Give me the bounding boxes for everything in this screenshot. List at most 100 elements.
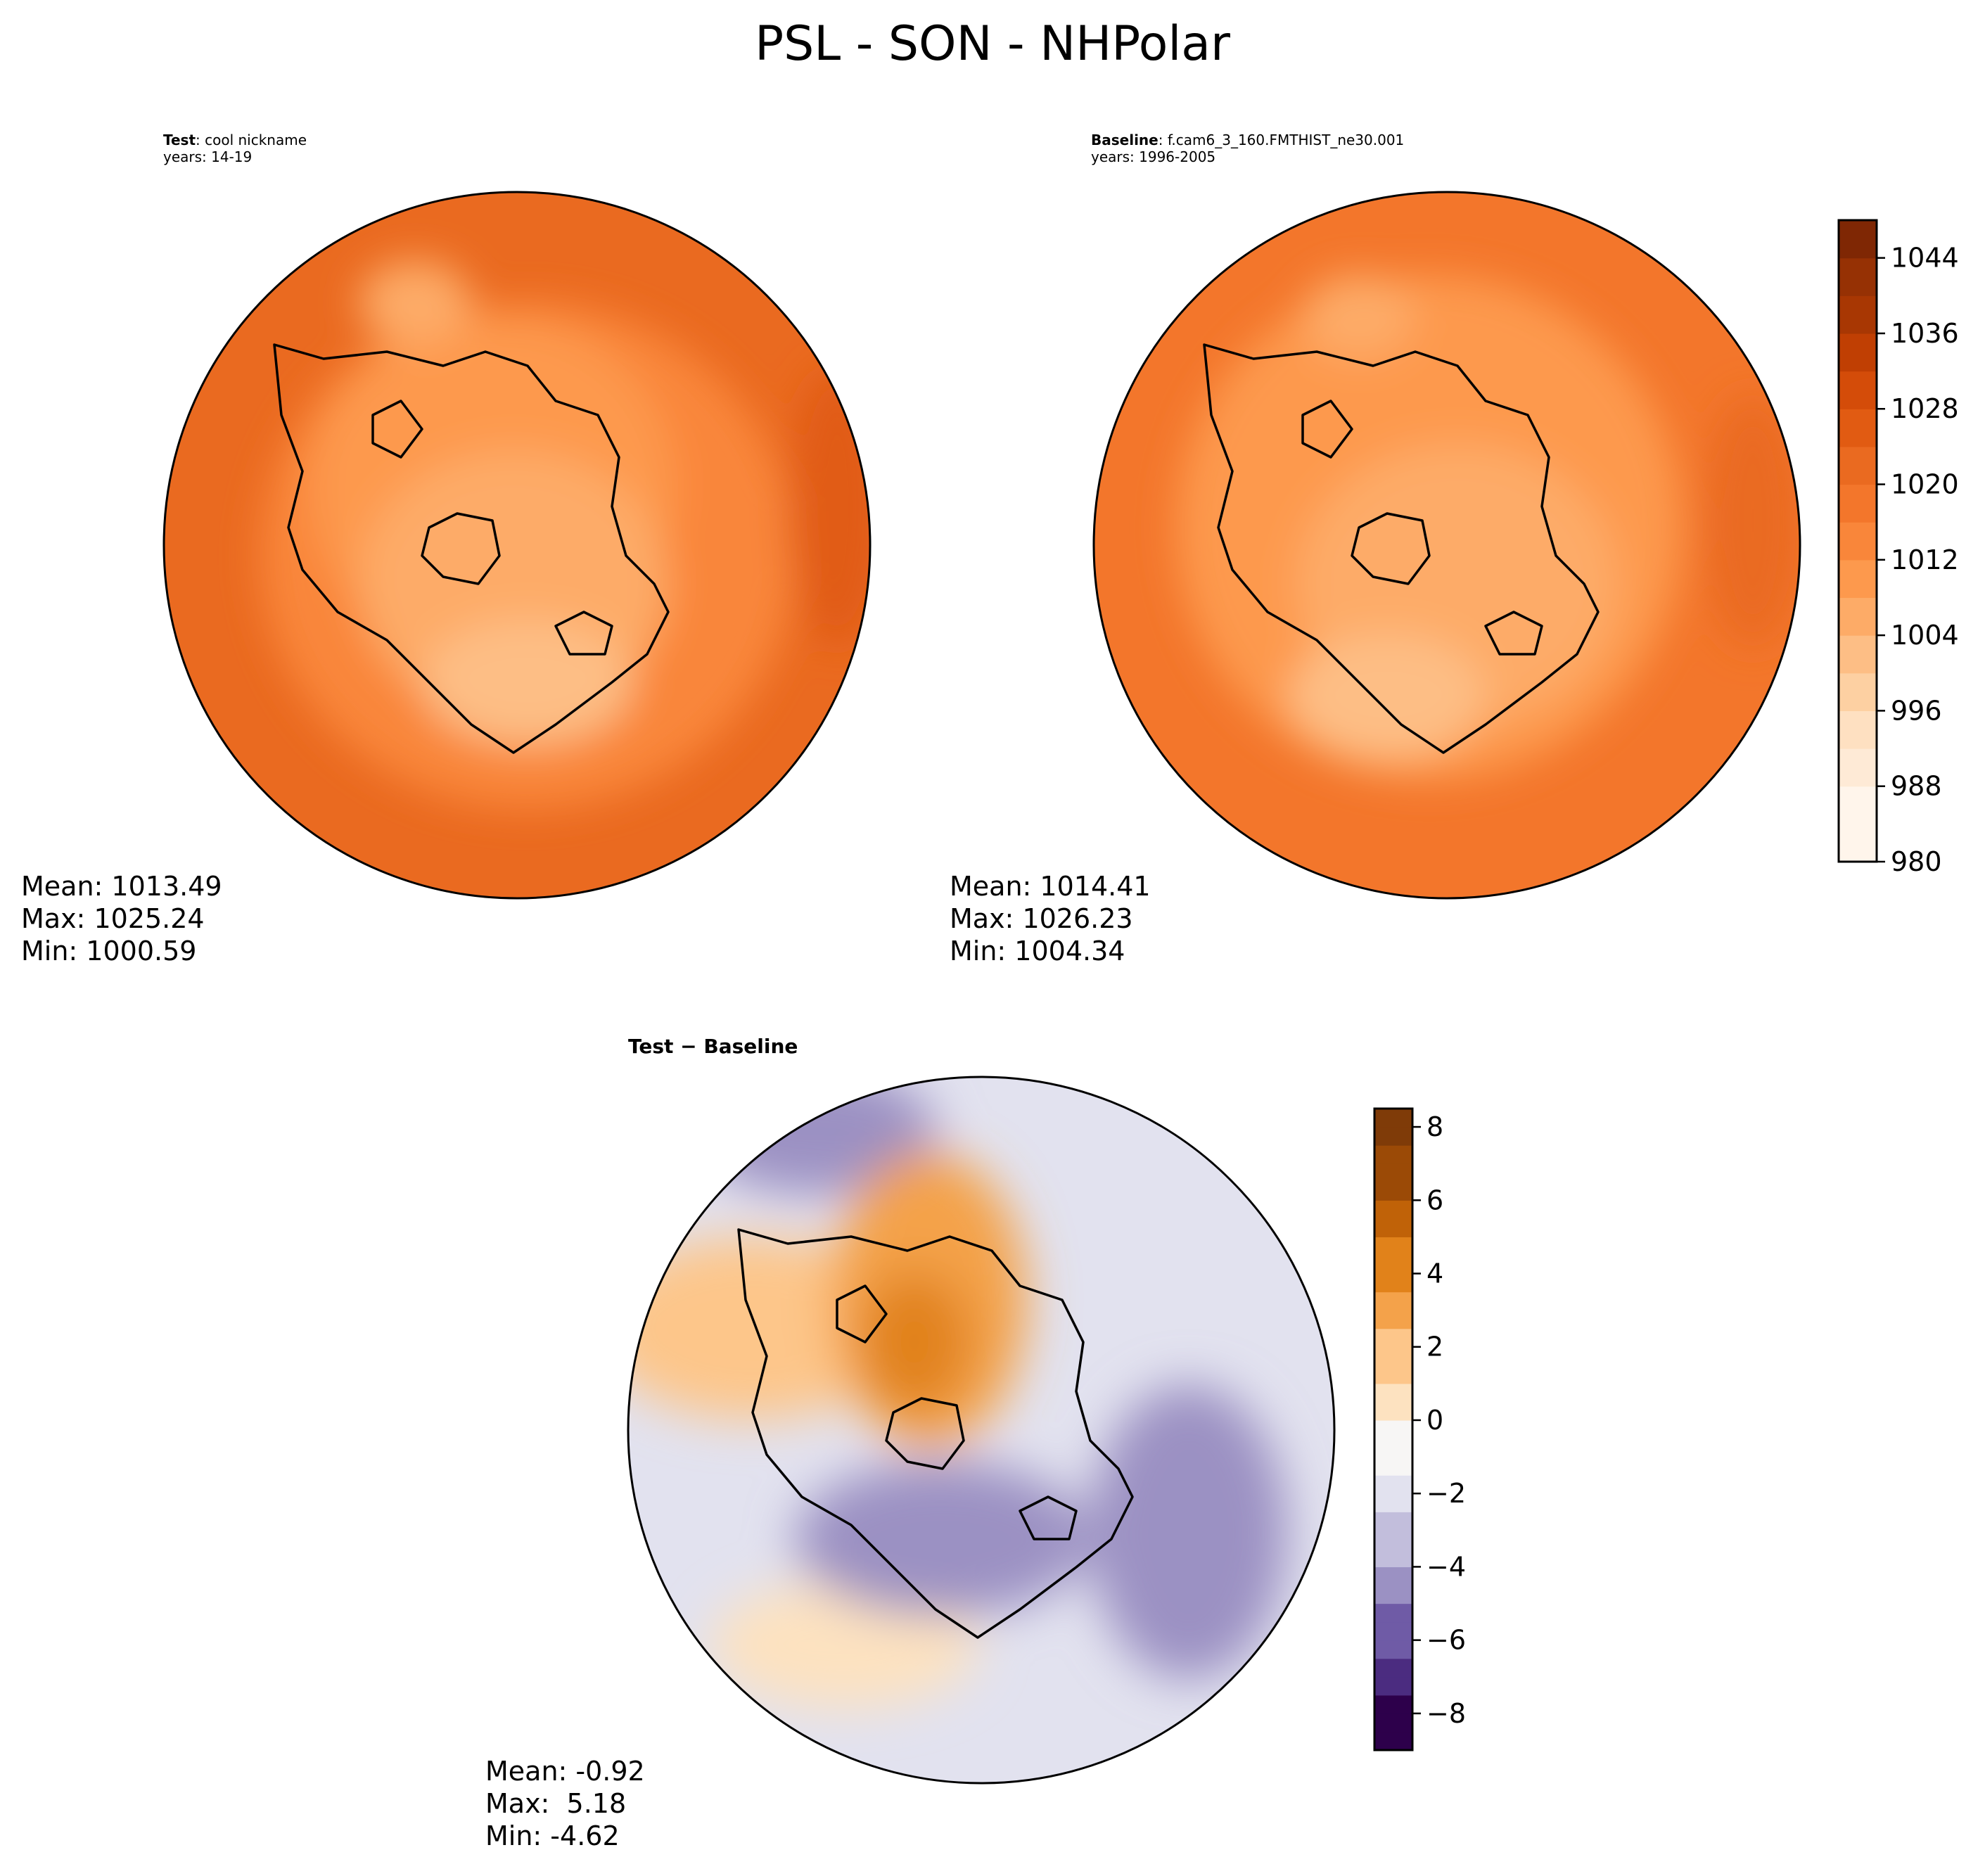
diff-field-greenland-atlantic [795,1462,1090,1616]
diff-colorbar: −8 −6 −4 −2 0 2 4 6 8 [1373,1107,1466,1751]
diff-colorbar-tick-label: −6 [1426,1625,1466,1656]
test-field-iceland-low [422,619,633,746]
top-colorbar-band [1839,710,1877,749]
diff-label-test: Test [628,1035,674,1058]
top-colorbar-tick-label: 980 [1891,846,1942,876]
diff-colorbar-band [1374,1585,1412,1604]
diff-colorbar-band [1374,1695,1412,1714]
diff-stats: Mean: -0.92 Max: 5.18 Min: -4.62 [485,1755,645,1852]
diff-colorbar-band [1374,1512,1412,1531]
baseline-min: Min: 1004.34 [950,936,1125,966]
baseline-map [1092,191,1801,900]
diff-map-boundary [627,1076,1336,1785]
diff-colorbar-band [1374,1310,1412,1329]
top-colorbar-band [1839,409,1877,447]
diff-colorbar-band [1374,1603,1412,1623]
diff-colorbar-band [1374,1255,1412,1275]
diff-panel-title: Test − Baseline [628,1035,798,1058]
baseline-mean: Mean: 1014.41 [950,871,1151,902]
baseline-panel-title: Baseline: f.cam6_3_160.FMTHIST_ne30.001 … [1091,132,1404,165]
baseline-field-siberia-low [1303,274,1415,359]
test-mean: Mean: 1013.49 [21,871,222,902]
test-coastlines [273,343,670,754]
diff-colorbar-band [1374,1346,1412,1366]
baseline-field-pacific-high [1704,394,1800,647]
diff-colorbar-tick-label: 4 [1426,1258,1443,1289]
baseline-max: Max: 1026.23 [950,903,1133,934]
baseline-field-iceland-low [1289,633,1486,760]
baseline-label: Baseline [1091,132,1159,148]
top-colorbar-tick-label: 1036 [1891,318,1959,349]
diff-colorbar-band [1374,1438,1412,1457]
test-panel-title: Test: cool nickname years: 14-19 [163,132,307,165]
top-colorbar-band [1839,824,1877,862]
diff-colorbar-tick-label: 8 [1426,1111,1443,1142]
test-map-boundary [162,191,872,900]
diff-field-scandinavia-europe [1090,1384,1287,1680]
diff-colorbar-band [1374,1109,1412,1128]
diff-min: Min: -4.62 [485,1820,620,1851]
diff-colorbar-band [1374,1493,1412,1512]
baseline-map-boundary [1092,191,1801,900]
diff-colorbar-band [1374,1218,1412,1237]
top-colorbar-band [1839,220,1877,259]
diff-colorbar-band [1374,1273,1412,1293]
diff-max: Max: 5.18 [485,1788,627,1819]
top-colorbar-band [1839,672,1877,712]
diff-colorbar-tick-label: −4 [1426,1551,1466,1582]
diff-colorbar-tick-label: 2 [1426,1332,1443,1363]
test-label: Test [163,132,196,148]
top-colorbar-frame [1837,219,1878,863]
top-colorbar-band [1839,522,1877,561]
diff-colorbar-band [1374,1401,1412,1421]
top-colorbar-band [1839,635,1877,674]
diff-map [627,1076,1336,1785]
diff-colorbar-band [1374,1365,1412,1384]
top-colorbar-band [1839,295,1877,334]
test-min: Min: 1000.59 [21,936,197,966]
diff-mean: Mean: -0.92 [485,1756,645,1787]
diff-colorbar-band [1374,1383,1412,1403]
test-nickname: : cool nickname [196,132,307,148]
diff-colorbar-band [1374,1419,1412,1439]
diff-colorbar-band [1374,1621,1412,1641]
diff-field-siberia-arctic-peak [858,1272,971,1412]
baseline-stats: Mean: 1014.41 Max: 1026.23 Min: 1004.34 [950,870,1151,967]
diff-colorbar-band [1374,1713,1412,1733]
test-field-siberia-low [359,260,471,345]
baseline-coastlines [1203,343,1600,754]
diff-colorbar-band [1374,1566,1412,1586]
diff-colorbar-band [1374,1182,1412,1201]
top-colorbar-tick-label: 1044 [1891,243,1959,274]
top-colorbar-tick-label: 1004 [1891,620,1959,651]
diff-colorbar-band [1374,1548,1412,1568]
diff-colorbar-band [1374,1328,1412,1348]
diff-colorbar-band [1374,1163,1412,1182]
test-map [162,191,872,900]
diff-colorbar-band [1374,1658,1412,1678]
top-colorbar-tick-label: 988 [1891,771,1942,802]
top-colorbar-tick-label: 1020 [1891,469,1959,500]
top-colorbar-band [1839,559,1877,599]
diff-field-north-america-west [628,1237,907,1419]
diff-colorbar-frame [1373,1107,1414,1751]
top-colorbar-band [1839,484,1877,523]
diff-colorbar-tick-label: 6 [1426,1185,1443,1215]
test-years: years: 14-19 [163,148,253,165]
diff-colorbar-band [1374,1200,1412,1219]
diff-colorbar-band [1374,1640,1412,1659]
top-colorbar-band [1839,748,1877,787]
diff-colorbar-band [1374,1676,1412,1696]
diff-colorbar-band [1374,1237,1412,1256]
top-colorbar-band [1839,257,1877,296]
diff-colorbar-band [1374,1475,1412,1494]
top-colorbar-band [1839,371,1877,409]
diff-colorbar-band [1374,1145,1412,1164]
top-colorbar-tick-label: 1028 [1891,393,1959,424]
top-colorbar-band [1839,597,1877,636]
top-colorbar-bands [1839,220,1877,862]
diff-colorbar-band [1374,1731,1412,1751]
diff-colorbar-bands [1374,1109,1412,1751]
top-colorbar-ticks: 980 988 996 1004 1012 1020 1028 1036 1044 [1877,243,1959,876]
diff-label-sep: − [673,1035,704,1058]
